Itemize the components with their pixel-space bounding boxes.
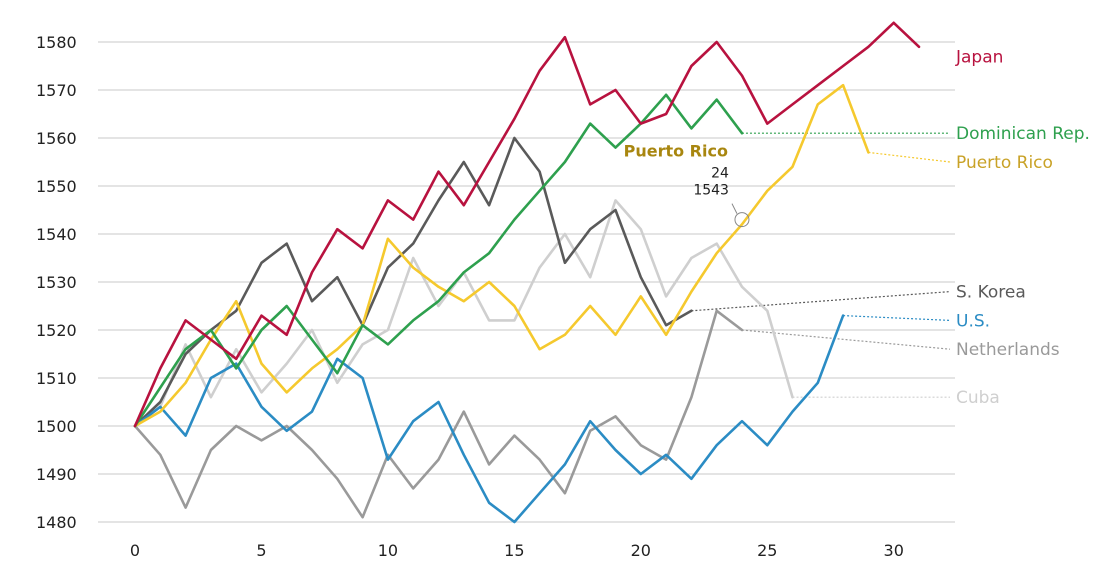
annotation-leader: [731, 203, 738, 214]
series-label-dominican-rep: Dominican Rep.: [956, 124, 1090, 144]
series-lines: [133, 21, 921, 524]
annotation-title: Puerto Rico: [624, 142, 728, 161]
x-tick-label: 10: [378, 541, 398, 560]
annotation-marker: [734, 212, 750, 228]
x-tick-label: 15: [504, 541, 524, 560]
y-tick-label: 1540: [36, 225, 77, 244]
leader-s-korea: [691, 291, 951, 312]
x-tick-label: 5: [256, 541, 266, 560]
series-label-netherlands: Netherlands: [956, 340, 1060, 360]
series-line-japan: [133, 21, 921, 428]
y-tick-label: 1520: [36, 321, 77, 340]
y-tick-label: 1530: [36, 273, 77, 292]
x-tick-label: 25: [757, 541, 777, 560]
series-labels: Cuba Netherlands S. Korea U.S. Puerto Rico Do…: [955, 47, 1090, 408]
series-line-s-korea: [133, 136, 693, 428]
annotation: Puerto Rico 24 1543: [624, 142, 750, 228]
y-tick-label: 1560: [36, 129, 77, 148]
series-label-u-s: U.S.: [956, 311, 990, 331]
series-label-cuba: Cuba: [956, 388, 1000, 408]
series-line-puerto-rico: [133, 83, 870, 428]
y-tick-label: 1570: [36, 81, 77, 100]
series-line-netherlands: [133, 309, 744, 519]
y-axis-ticks: 1480 1490 1500 1510 1520 1530 1540 1550 1560 1570…: [36, 33, 77, 532]
series-label-leaders: [691, 132, 951, 398]
leader-netherlands: [741, 329, 951, 350]
leader-puerto-rico: [868, 151, 951, 163]
x-axis-ticks: 0 5 10 15 20 25 30: [130, 541, 904, 560]
y-tick-label: 1490: [36, 465, 77, 484]
y-tick-label: 1550: [36, 177, 77, 196]
series-label-s-korea: S. Korea: [956, 283, 1026, 303]
x-tick-label: 30: [884, 541, 904, 560]
y-tick-label: 1510: [36, 369, 77, 388]
y-tick-label: 1500: [36, 417, 77, 436]
annotation-x-value: 24: [711, 166, 729, 182]
x-tick-label: 0: [130, 541, 140, 560]
annotation-y-value: 1543: [693, 183, 729, 199]
y-tick-label: 1580: [36, 33, 77, 52]
gridlines: [98, 41, 955, 523]
series-label-puerto-rico: Puerto Rico: [956, 153, 1053, 173]
leader-u-s: [843, 315, 951, 321]
y-tick-label: 1480: [36, 513, 77, 532]
series-label-japan: Japan: [955, 47, 1003, 67]
series-line-u-s: [133, 314, 845, 524]
x-tick-label: 20: [631, 541, 651, 560]
